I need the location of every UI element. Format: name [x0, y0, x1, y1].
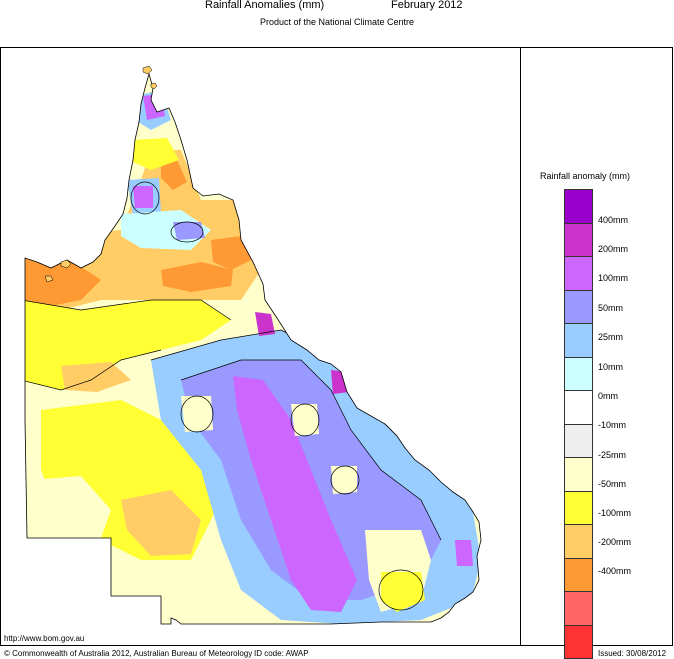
legend-label: 100mm	[598, 273, 628, 283]
footer-id-code: ID code: AWAP	[254, 649, 309, 658]
legend-label: 50mm	[598, 303, 623, 313]
legend-swatch-minus-25	[564, 457, 593, 492]
legend-label: 25mm	[598, 332, 623, 342]
legend-label: 10mm	[598, 362, 623, 372]
legend-swatch-minus-400	[564, 591, 593, 626]
legend-label: -100mm	[598, 508, 631, 518]
title-row: Rainfall Anomalies (mm) February 2012	[0, 0, 674, 12]
legend-swatch-100	[564, 256, 593, 291]
legend-swatch-50	[564, 290, 593, 325]
legend-swatch-minus-50	[564, 491, 593, 526]
legend-title: Rainfall anomaly (mm)	[540, 171, 630, 181]
map-period: February 2012	[391, 0, 463, 11]
legend-swatch-minus-100	[564, 524, 593, 559]
legend-label: 0mm	[598, 391, 618, 401]
map-title: Rainfall Anomalies (mm)	[205, 0, 324, 11]
legend-label: 400mm	[598, 215, 628, 225]
legend-divider	[520, 47, 521, 646]
legend-label: -200mm	[598, 537, 631, 547]
rainfall-anomaly-map	[1, 48, 520, 645]
legend-swatches	[564, 190, 593, 659]
footer-copyright: © Commonwealth of Australia 2012, Austra…	[4, 649, 252, 658]
legend-swatch-0	[564, 390, 593, 425]
legend-label: -25mm	[598, 450, 626, 460]
legend-swatch-400	[564, 189, 593, 224]
footer-issued: Issued: 30/08/2012	[598, 649, 666, 658]
legend-swatch-minus-10	[564, 424, 593, 459]
legend-label: -10mm	[598, 420, 626, 430]
legend-swatch-lowest	[564, 625, 593, 659]
legend-swatch-minus-200	[564, 558, 593, 593]
footer-url: http://www.bom.gov.au	[4, 634, 84, 643]
legend-swatch-25	[564, 323, 593, 358]
map-subtitle: Product of the National Climate Centre	[0, 17, 674, 27]
legend-label: 200mm	[598, 244, 628, 254]
legend-swatch-10	[564, 357, 593, 392]
legend-label: -400mm	[598, 566, 631, 576]
legend-swatch-200	[564, 223, 593, 258]
legend-label: -50mm	[598, 479, 626, 489]
